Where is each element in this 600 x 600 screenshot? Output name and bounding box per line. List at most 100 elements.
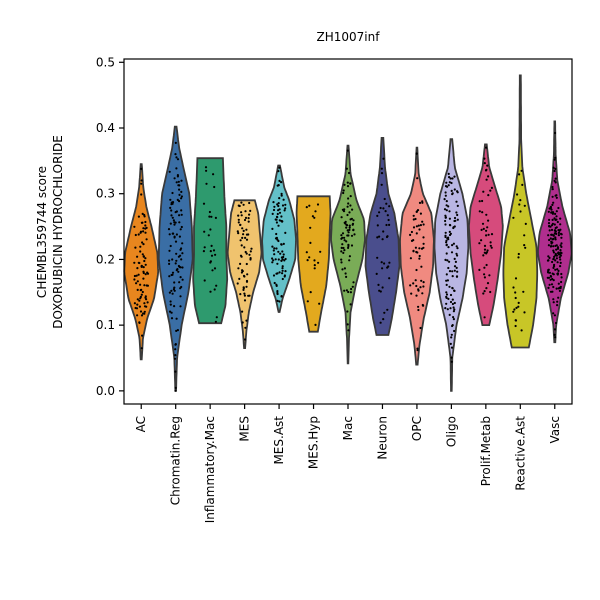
data-point — [481, 222, 485, 225]
data-point — [136, 298, 139, 301]
data-point — [342, 246, 345, 250]
data-point — [445, 283, 448, 286]
data-point — [177, 264, 180, 268]
data-point — [347, 244, 350, 248]
data-point — [382, 318, 385, 321]
data-point — [549, 237, 552, 240]
data-point — [171, 271, 175, 274]
data-point — [419, 326, 422, 330]
data-point — [453, 265, 457, 268]
data-point — [139, 250, 142, 253]
data-point — [204, 166, 208, 169]
data-point — [451, 244, 454, 247]
data-point — [550, 224, 554, 227]
data-point — [243, 292, 246, 295]
data-point — [555, 210, 558, 213]
data-point — [242, 229, 245, 232]
data-point — [521, 183, 524, 186]
points-ac — [133, 167, 150, 350]
data-point — [548, 256, 551, 259]
data-point — [483, 162, 486, 165]
data-point — [281, 204, 285, 207]
x-tick-label: Reactive.Ast — [513, 416, 527, 491]
data-point — [144, 231, 147, 234]
data-point — [554, 321, 558, 325]
data-point — [554, 238, 557, 241]
data-point — [547, 234, 550, 237]
data-point — [281, 277, 284, 281]
y-tick-label: 0.3 — [96, 187, 115, 201]
data-point — [383, 262, 386, 265]
data-point — [447, 184, 450, 187]
data-point — [451, 270, 454, 273]
data-point — [560, 242, 563, 245]
data-point — [139, 310, 143, 313]
data-point — [245, 319, 248, 322]
data-point — [489, 244, 492, 247]
data-point — [453, 216, 457, 220]
data-point — [376, 224, 379, 227]
data-point — [488, 274, 491, 277]
data-point — [550, 228, 554, 231]
data-point — [180, 247, 183, 250]
data-point — [146, 301, 149, 304]
data-point — [548, 224, 551, 228]
data-point — [142, 227, 145, 230]
data-point — [244, 210, 247, 213]
data-point — [420, 265, 423, 268]
data-point — [415, 294, 418, 297]
data-point — [137, 261, 140, 264]
data-point — [445, 252, 448, 255]
data-point — [382, 230, 385, 233]
data-point — [415, 232, 418, 235]
points-reactive-ast — [512, 169, 527, 332]
data-point — [142, 255, 145, 258]
data-point — [341, 208, 344, 211]
data-point — [483, 276, 486, 279]
data-point — [180, 179, 183, 182]
data-point — [554, 230, 557, 233]
data-point — [449, 177, 452, 180]
data-point — [202, 202, 206, 205]
data-point — [517, 301, 520, 304]
data-point — [136, 255, 139, 258]
data-point — [346, 323, 349, 326]
data-point — [452, 316, 455, 319]
y-tick-label: 0.1 — [96, 318, 115, 332]
data-point — [553, 131, 557, 135]
data-point — [547, 222, 551, 225]
data-point — [133, 261, 136, 264]
data-point — [284, 231, 287, 234]
data-point — [277, 250, 280, 253]
data-point — [409, 284, 412, 287]
data-point — [551, 195, 554, 198]
data-point — [136, 314, 139, 317]
data-point — [280, 181, 283, 184]
data-point — [341, 268, 344, 271]
data-point — [422, 242, 425, 245]
data-point — [178, 281, 181, 284]
data-point — [450, 360, 453, 363]
points-mes — [236, 201, 253, 341]
data-point — [483, 157, 486, 160]
data-point — [547, 244, 551, 247]
data-point — [523, 204, 526, 207]
data-point — [278, 179, 281, 182]
data-point — [173, 223, 176, 226]
data-point — [348, 211, 351, 214]
data-point — [559, 249, 562, 252]
data-point — [342, 189, 345, 192]
data-point — [141, 334, 144, 337]
data-point — [177, 180, 180, 183]
data-point — [552, 211, 555, 214]
data-point — [352, 281, 355, 284]
data-point — [453, 301, 456, 305]
data-point — [181, 252, 184, 255]
points-vasc — [546, 131, 563, 339]
data-point — [139, 231, 142, 234]
data-point — [133, 274, 136, 278]
data-point — [343, 183, 346, 186]
data-point — [212, 173, 215, 176]
data-point — [550, 208, 553, 211]
data-point — [552, 298, 555, 301]
